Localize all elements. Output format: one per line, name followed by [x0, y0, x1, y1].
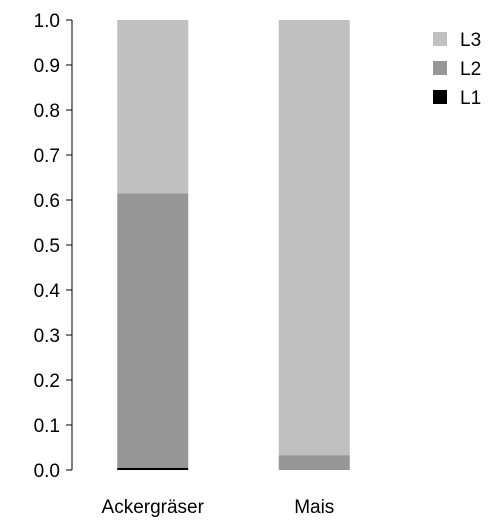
bar-segment-l3-2: [278, 20, 350, 456]
bar-segment-l2-1: [117, 193, 189, 468]
y-tick-label: 0.7: [34, 146, 60, 167]
y-tick-label: 0.0: [34, 461, 60, 482]
y-tick-label: 0.2: [34, 371, 60, 392]
bar-segment-l3-1: [117, 20, 189, 194]
legend-swatch-l1: [433, 90, 447, 104]
x-category-label: Ackergräser: [102, 497, 205, 518]
legend: L3 L2 L1: [433, 30, 481, 109]
x-category-label: Mais: [294, 497, 334, 518]
y-tick-label: 0.4: [34, 281, 61, 302]
bars: [117, 20, 350, 470]
y-tick-label: 0.6: [34, 191, 60, 212]
bar-segment-l1-1: [117, 467, 189, 470]
y-tick-label: 0.3: [34, 326, 60, 347]
legend-label-l3: L3: [460, 30, 481, 51]
y-tick-label: 0.8: [34, 101, 60, 122]
x-axis-labels: Ackergräser Mais: [102, 497, 335, 518]
y-tick-label: 0.5: [34, 236, 60, 257]
legend-swatch-l2: [433, 61, 447, 75]
bar-segment-l2-2: [278, 455, 350, 470]
y-tick-label: 1.0: [34, 11, 60, 32]
y-tick-label: 0.9: [34, 56, 60, 77]
y-axis: 0.0 0.1 0.2 0.3 0.4 0.5 0.6 0.7 0.8 0.9 1.0: [34, 11, 73, 482]
legend-swatch-l3: [433, 32, 447, 46]
legend-label-l1: L1: [460, 88, 481, 109]
y-tick-label: 0.1: [34, 416, 60, 437]
legend-label-l2: L2: [460, 59, 481, 80]
